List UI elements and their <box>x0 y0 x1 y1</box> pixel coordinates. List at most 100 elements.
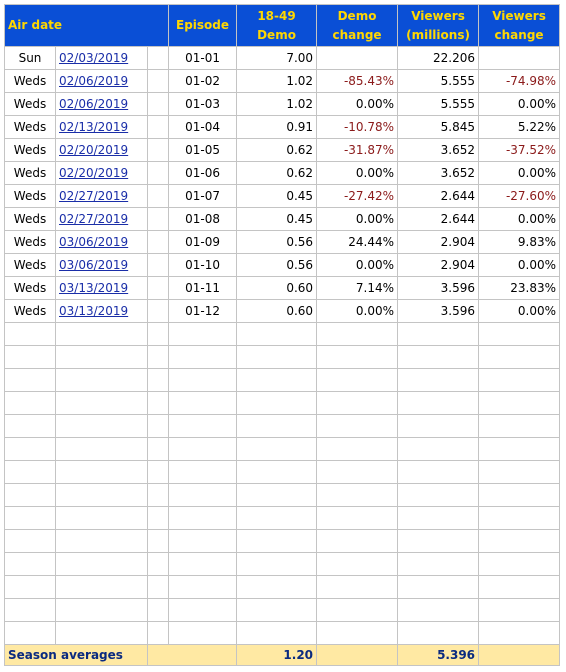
cell <box>146 345 170 369</box>
cell <box>146 69 170 93</box>
viewers-cell: 3.596 <box>397 276 480 300</box>
day-cell: Weds <box>4 92 56 116</box>
ratings-table: Air date Episode 18-49 Demo Demo change … <box>3 4 561 666</box>
viewers-change-cell: 0.00% <box>478 92 561 116</box>
cell <box>478 598 561 622</box>
cell <box>146 161 170 185</box>
cell <box>168 506 238 530</box>
demo-cell: 0.56 <box>236 253 318 277</box>
day-cell: Weds <box>4 230 56 254</box>
episode-cell: 01-06 <box>168 161 238 185</box>
episode-cell: 01-10 <box>168 253 238 277</box>
empty-row <box>4 483 561 507</box>
date-link[interactable]: 02/27/2019 <box>59 212 129 226</box>
viewers-cell: 5.555 <box>397 69 480 93</box>
demo-change-cell: 0.00% <box>316 299 399 323</box>
cell <box>236 575 318 599</box>
empty-row <box>4 552 561 576</box>
cell <box>4 414 56 438</box>
date-link[interactable]: 03/13/2019 <box>59 281 129 295</box>
episode-cell: 01-02 <box>168 69 238 93</box>
viewers-change-cell: 0.00% <box>478 161 561 185</box>
cell <box>168 552 238 576</box>
date-link[interactable]: 03/13/2019 <box>59 304 129 318</box>
date-link[interactable]: 02/13/2019 <box>59 120 129 134</box>
date-link[interactable]: 03/06/2019 <box>59 235 129 249</box>
cell <box>236 437 318 461</box>
cell <box>146 138 170 162</box>
viewers-cell: 3.596 <box>397 299 480 323</box>
viewers-cell: 3.652 <box>397 161 480 185</box>
footer-viewers: 5.396 <box>397 644 480 666</box>
data-row: Sun 02/03/2019 01-01 7.00 22.206 <box>4 46 561 70</box>
cell <box>478 322 561 346</box>
cell <box>397 345 480 369</box>
viewers-cell: 2.904 <box>397 253 480 277</box>
cell <box>397 506 480 530</box>
demo-cell: 0.56 <box>236 230 318 254</box>
date-cell: 02/03/2019 <box>55 46 148 70</box>
cell <box>316 414 399 438</box>
cell <box>146 460 170 484</box>
cell <box>146 437 170 461</box>
demo-cell: 1.02 <box>236 69 318 93</box>
viewers-cell: 3.652 <box>397 138 480 162</box>
cell <box>55 529 148 553</box>
episode-cell: 01-07 <box>168 184 238 208</box>
cell <box>316 575 399 599</box>
cell <box>168 437 238 461</box>
data-row: Weds 03/06/2019 01-10 0.56 0.00% 2.904 0.00% <box>4 253 561 277</box>
day-cell: Weds <box>4 207 56 231</box>
cell <box>168 414 238 438</box>
viewers-change-cell <box>478 46 561 70</box>
date-cell: 02/20/2019 <box>55 138 148 162</box>
viewers-change-cell: 0.00% <box>478 299 561 323</box>
cell <box>316 345 399 369</box>
data-row: Weds 02/20/2019 01-06 0.62 0.00% 3.652 0.00% <box>4 161 561 185</box>
day-cell: Weds <box>4 138 56 162</box>
data-row: Weds 02/06/2019 01-02 1.02 -85.43% 5.555 -74.9… <box>4 69 561 93</box>
viewers-change-cell: -37.52% <box>478 138 561 162</box>
cell <box>55 322 148 346</box>
cell <box>236 368 318 392</box>
date-link[interactable]: 02/06/2019 <box>59 74 129 88</box>
cell <box>146 391 170 415</box>
date-link[interactable]: 02/06/2019 <box>59 97 129 111</box>
cell <box>397 552 480 576</box>
cell <box>55 345 148 369</box>
cell <box>397 460 480 484</box>
cell <box>55 483 148 507</box>
data-row: Weds 02/27/2019 01-08 0.45 0.00% 2.644 0.00% <box>4 207 561 231</box>
date-link[interactable]: 02/20/2019 <box>59 143 129 157</box>
cell <box>4 322 56 346</box>
demo-change-cell: 7.14% <box>316 276 399 300</box>
viewers-cell: 5.845 <box>397 115 480 139</box>
date-cell: 02/06/2019 <box>55 92 148 116</box>
date-link[interactable]: 03/06/2019 <box>59 258 129 272</box>
cell <box>168 598 238 622</box>
demo-cell: 0.62 <box>236 161 318 185</box>
demo-change-cell: -27.42% <box>316 184 399 208</box>
day-cell: Sun <box>4 46 56 70</box>
empty-row <box>4 621 561 645</box>
cell <box>236 460 318 484</box>
cell <box>397 414 480 438</box>
cell <box>397 483 480 507</box>
episode-cell: 01-08 <box>168 207 238 231</box>
episode-cell: 01-11 <box>168 276 238 300</box>
cell <box>478 575 561 599</box>
cell <box>316 529 399 553</box>
cell <box>4 621 56 645</box>
cell <box>4 575 56 599</box>
episode-cell: 01-12 <box>168 299 238 323</box>
cell <box>4 506 56 530</box>
viewers-change-cell: -27.60% <box>478 184 561 208</box>
date-link[interactable]: 02/20/2019 <box>59 166 129 180</box>
date-cell: 03/13/2019 <box>55 276 148 300</box>
footer-demo: 1.20 <box>236 644 318 666</box>
date-link[interactable]: 02/03/2019 <box>59 51 129 65</box>
episode-cell: 01-09 <box>168 230 238 254</box>
cell <box>168 621 238 645</box>
demo-cell: 0.60 <box>236 299 318 323</box>
date-link[interactable]: 02/27/2019 <box>59 189 129 203</box>
